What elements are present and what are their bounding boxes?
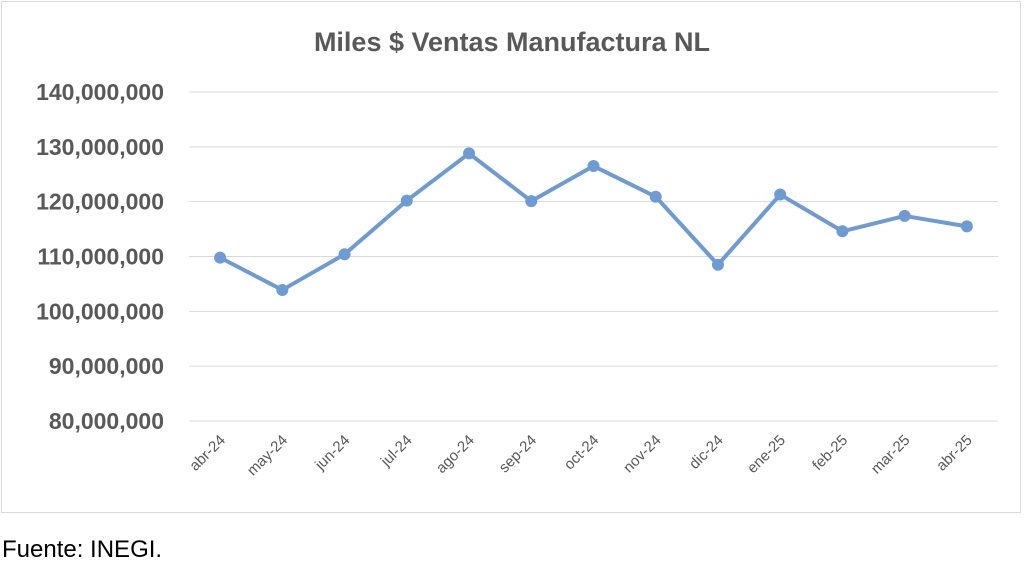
x-tick-label: ago-24 — [433, 432, 478, 477]
data-point — [711, 258, 724, 271]
series-layer — [214, 147, 973, 296]
x-tick-label: mar-25 — [868, 432, 914, 478]
data-point — [276, 283, 289, 296]
data-point — [898, 209, 911, 222]
y-tick-label: 90,000,000 — [49, 353, 164, 379]
data-point — [525, 195, 538, 208]
x-tick-label: oct-24 — [561, 432, 603, 474]
data-point — [960, 220, 973, 233]
data-point — [400, 194, 413, 207]
data-point — [774, 188, 787, 201]
x-tick-label: jul-24 — [377, 432, 416, 471]
y-tick-label: 120,000,000 — [36, 189, 164, 215]
y-axis-ticks: 80,000,000 90,000,000 100,000,000 110,000,0… — [36, 79, 164, 434]
data-point — [463, 147, 476, 160]
x-tick-label: abr-25 — [933, 432, 976, 475]
x-axis-ticks: abr-24 may-24 jun-24 jul-24 ago-24 sep-24 oct-… — [186, 432, 975, 479]
y-tick-label: 100,000,000 — [36, 298, 164, 324]
data-point — [649, 190, 662, 203]
chart-title: Miles $ Ventas Manufactura NL — [314, 27, 710, 57]
chart-area: Miles $ Ventas Manufactura NL 80,000,000… — [1, 1, 1021, 513]
series-line — [218, 151, 969, 292]
data-point — [587, 160, 600, 173]
y-tick-label: 80,000,000 — [49, 408, 164, 434]
data-point — [836, 225, 849, 238]
y-tick-label: 110,000,000 — [37, 244, 164, 270]
y-tick-label: 140,000,000 — [36, 79, 164, 105]
x-tick-label: jun-24 — [311, 432, 353, 474]
data-point — [214, 251, 227, 264]
y-tick-label: 130,000,000 — [36, 134, 164, 160]
x-tick-label: sep-24 — [496, 432, 540, 476]
gridlines — [189, 91, 998, 422]
line-chart: Miles $ Ventas Manufactura NL 80,000,000… — [36, 27, 998, 479]
x-tick-label: abr-24 — [186, 432, 229, 475]
x-tick-label: nov-24 — [620, 432, 664, 476]
x-tick-label: may-24 — [244, 432, 291, 479]
source-note: Fuente: INEGI. — [2, 536, 163, 563]
x-tick-label: ene-25 — [744, 432, 789, 477]
data-point — [338, 248, 351, 261]
x-tick-label: feb-25 — [809, 432, 851, 474]
x-tick-label: dic-24 — [686, 432, 727, 473]
